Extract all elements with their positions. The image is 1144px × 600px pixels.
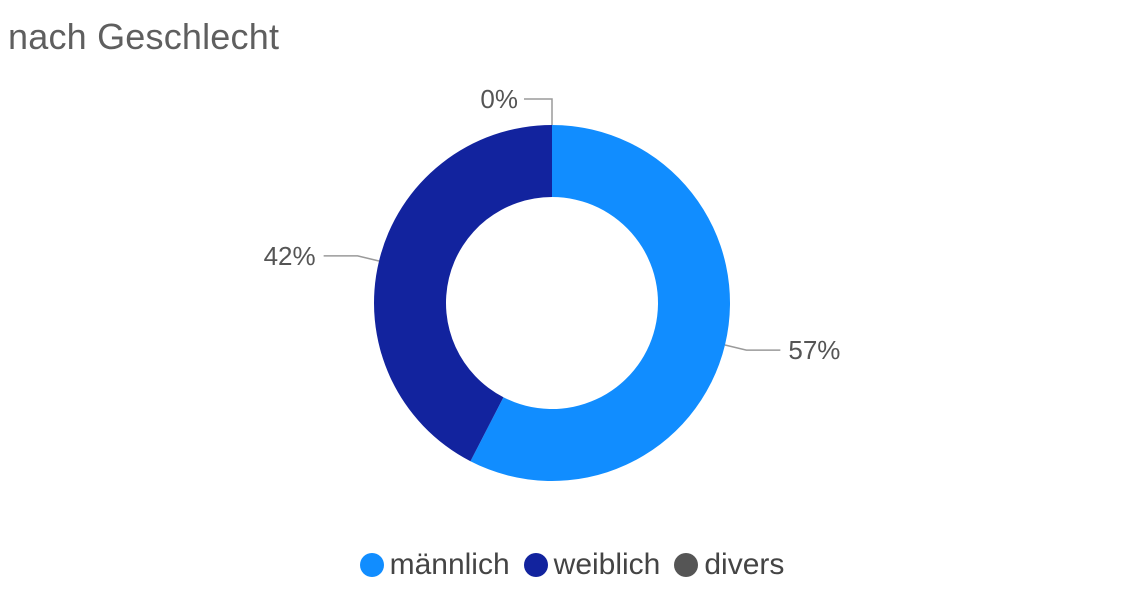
label-leader-lines bbox=[323, 98, 781, 351]
legend-label-weiblich: weiblich bbox=[553, 548, 661, 581]
donut-slices bbox=[374, 125, 730, 481]
data-label-weiblich: 42% bbox=[264, 241, 316, 271]
leader-line-weiblich bbox=[323, 255, 380, 262]
legend-item-maennlich[interactable]: männlich bbox=[359, 548, 510, 582]
legend-swatch-weiblich bbox=[523, 553, 548, 577]
leader-line-maennlich bbox=[724, 344, 781, 351]
slice-maennlich[interactable] bbox=[470, 125, 730, 481]
legend-item-divers[interactable]: divers bbox=[674, 548, 784, 582]
data-label-maennlich: 57% bbox=[788, 335, 840, 365]
data-labels: 57% 42% 0% bbox=[264, 84, 841, 365]
legend-swatch-maennlich bbox=[359, 553, 384, 577]
legend-label-divers: divers bbox=[704, 548, 785, 581]
chart-legend: männlich weiblich divers bbox=[0, 548, 1144, 582]
legend-swatch-divers bbox=[674, 553, 699, 577]
donut-chart: 57% 42% 0% bbox=[264, 84, 841, 481]
leader-line-divers bbox=[524, 98, 553, 125]
data-label-divers: 0% bbox=[480, 84, 518, 114]
chart-title: nach Geschlecht bbox=[8, 16, 280, 57]
legend-item-weiblich[interactable]: weiblich bbox=[523, 548, 661, 582]
legend-label-maennlich: männlich bbox=[389, 548, 510, 581]
slice-weiblich[interactable] bbox=[374, 125, 552, 462]
